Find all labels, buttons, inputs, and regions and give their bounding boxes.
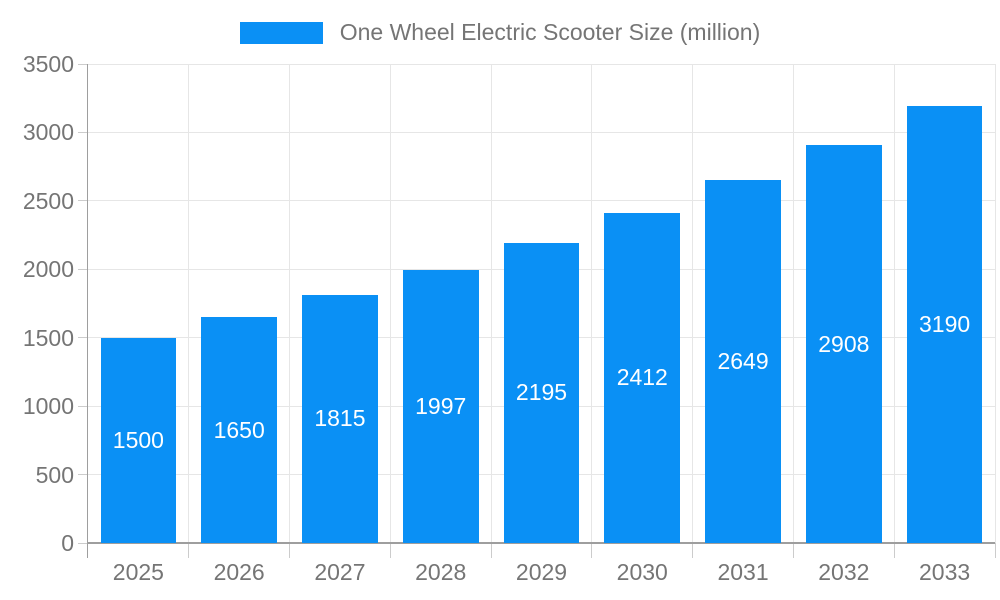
x-gridline <box>591 64 593 543</box>
x-axis-tick <box>591 543 593 558</box>
x-axis-label: 2026 <box>213 559 265 585</box>
x-gridline <box>389 64 391 543</box>
x-axis-tick <box>188 543 190 558</box>
bar-value-label: 1650 <box>213 416 265 443</box>
y-gridline <box>88 63 995 65</box>
x-gridline <box>792 64 794 543</box>
x-axis-label: 2028 <box>415 559 467 585</box>
x-axis-label: 2031 <box>717 559 769 585</box>
bar-2027: 1815 <box>302 294 378 543</box>
bar-value-label: 3190 <box>919 311 971 338</box>
y-axis-label: 500 <box>35 461 74 488</box>
bar-2029: 2195 <box>503 242 580 543</box>
y-axis-tick <box>78 131 88 133</box>
x-gridline <box>994 64 996 543</box>
x-axis-label: 2033 <box>919 559 971 585</box>
y-axis-label: 1500 <box>22 324 74 351</box>
x-gridline <box>289 64 291 543</box>
y-axis-line <box>87 64 88 558</box>
bar-2032: 2908 <box>806 145 882 543</box>
y-axis-tick <box>78 474 88 476</box>
y-axis-label: 1000 <box>22 393 74 420</box>
bar-2031: 2649 <box>705 180 781 543</box>
y-axis-tick <box>78 200 88 202</box>
legend-swatch <box>239 21 323 44</box>
y-gridline <box>88 131 995 133</box>
bar-value-label: 2195 <box>515 379 568 406</box>
y-axis-label: 0 <box>61 530 74 556</box>
bar-value-label: 1815 <box>314 405 366 432</box>
x-gridline <box>188 64 190 543</box>
x-axis-tick <box>490 543 492 558</box>
bar-value-label: 1500 <box>112 426 164 453</box>
bar-2033: 3190 <box>906 106 983 543</box>
y-axis-label: 3000 <box>22 119 74 146</box>
legend-title: One Wheel Electric Scooter Size (million… <box>339 19 761 45</box>
x-axis-label: 2027 <box>314 559 366 585</box>
y-axis-label: 3500 <box>22 51 74 77</box>
x-axis-tick <box>893 543 895 558</box>
x-axis-label: 2030 <box>616 559 668 585</box>
bar-value-label: 2908 <box>818 330 870 357</box>
x-axis-tick <box>389 543 391 558</box>
bar-value-label: 2412 <box>616 364 668 391</box>
x-axis-label: 2025 <box>112 559 164 585</box>
y-gridline <box>88 200 995 202</box>
chart-legend[interactable]: One Wheel Electric Scooter Size (million… <box>0 19 1000 46</box>
x-axis-label: 2029 <box>515 559 568 585</box>
x-axis-line <box>88 542 995 544</box>
bar-2026: 1650 <box>201 317 277 543</box>
bar-2028: 1997 <box>402 269 479 543</box>
x-gridline <box>692 64 694 543</box>
y-axis-label: 2000 <box>22 256 74 283</box>
x-axis-tick <box>994 543 996 558</box>
x-gridline <box>490 64 492 543</box>
y-axis-tick <box>78 405 88 407</box>
y-axis-tick <box>78 337 88 339</box>
x-axis-label: 2032 <box>818 559 870 585</box>
x-gridline <box>893 64 895 543</box>
x-axis-tick <box>692 543 694 558</box>
y-axis-label: 2500 <box>22 187 74 214</box>
bar-2025: 1500 <box>100 337 177 543</box>
x-axis-tick <box>289 543 291 558</box>
bar-2030: 2412 <box>604 212 681 543</box>
y-axis-tick <box>78 268 88 270</box>
bar-value-label: 1997 <box>415 392 467 419</box>
y-axis-tick <box>78 542 88 544</box>
x-axis-tick <box>792 543 794 558</box>
y-axis-tick <box>78 63 88 65</box>
bar-value-label: 2649 <box>717 348 769 375</box>
